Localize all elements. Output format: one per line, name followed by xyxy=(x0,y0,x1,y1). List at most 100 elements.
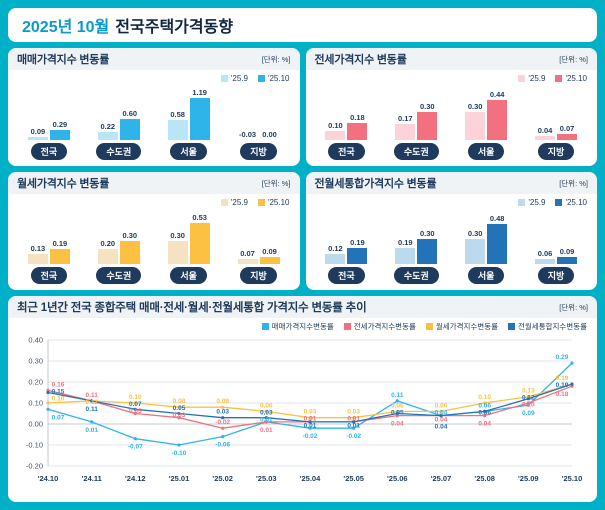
bar xyxy=(487,99,508,140)
legend-item: 전세가격지수변동률 xyxy=(343,321,416,332)
category-cell: 지방 xyxy=(224,143,294,160)
unit-label: [단위: %] xyxy=(559,302,588,312)
category-badge: 지방 xyxy=(240,143,277,160)
data-point-label: 0.03 xyxy=(260,409,273,416)
bar xyxy=(465,112,486,140)
legend: '25.9 '25.10 xyxy=(306,70,598,84)
bar-column: 0.19 xyxy=(49,239,70,264)
panel-title: 월세가격지수 변동률 xyxy=(17,178,110,190)
category-cell: 지방 xyxy=(521,143,591,160)
bar-column: 0.48 xyxy=(487,214,508,264)
bar-column: 0.00 xyxy=(260,130,280,140)
bar-group: 0.58 1.19 xyxy=(154,84,224,140)
data-point-label: 0.04 xyxy=(435,416,448,423)
x-axis-tick-label: '25.04 xyxy=(300,474,321,483)
data-point-marker xyxy=(133,437,137,441)
data-point-marker xyxy=(352,416,356,420)
y-axis-tick-label: 0.00 xyxy=(28,420,43,429)
panel-jeonse-monthly-combined-index: 전월세통합가격지수 변동률 [단위: %] '25.9'25.10 0.12 0.… xyxy=(305,172,598,290)
data-point-marker xyxy=(46,401,50,405)
category-axis: 전국 수도권 서울 지방 xyxy=(8,140,300,166)
panel-jeonse-price-index: 전세가격지수 변동률 [단위: %] '25.9'25.10 0.10 0.18 0… xyxy=(305,48,598,166)
bar xyxy=(417,238,438,264)
bar-group: 0.12 0.19 xyxy=(312,208,382,264)
bar-group: 0.09 0.29 xyxy=(14,84,84,140)
title-text: 전국주택가격동향 xyxy=(115,19,234,36)
category-badge: 서울 xyxy=(170,267,207,284)
data-point-marker xyxy=(177,416,181,420)
panel-title: 전세가격지수 변동률 xyxy=(314,54,407,66)
unit-label: [단위: %] xyxy=(559,54,588,64)
data-point-label: -0.06 xyxy=(215,442,230,449)
bar-group: 0.22 0.60 xyxy=(84,84,154,140)
bar-column: 0.29 xyxy=(49,120,70,140)
data-point-label: 0.19 xyxy=(556,375,569,382)
data-point-label: 0.07 xyxy=(52,414,65,421)
bar xyxy=(395,248,416,264)
bar xyxy=(347,123,368,140)
bar-column: 0.30 xyxy=(417,229,438,264)
bar-chart: 0.09 0.29 0.22 0.60 0.58 1.19 -0.03 0.00 xyxy=(8,84,300,140)
data-point-label: 0.03 xyxy=(347,409,360,416)
bar xyxy=(535,259,556,264)
bar-column: 0.09 xyxy=(27,127,48,140)
bar-group: 0.20 0.30 xyxy=(84,208,154,264)
bar-column: 0.04 xyxy=(535,126,556,140)
legend-label: '25.9 xyxy=(528,198,546,207)
bar-column: 0.09 xyxy=(259,247,280,264)
legend: '25.9 '25.10 xyxy=(8,70,300,84)
y-axis-tick-label: 0.20 xyxy=(28,378,43,387)
bar-group: 0.17 0.30 xyxy=(381,84,451,140)
bar xyxy=(325,254,346,264)
data-point-marker xyxy=(308,426,312,430)
data-point-label: 0.01 xyxy=(260,416,273,423)
bar-column: 0.06 xyxy=(535,249,556,264)
data-point-label: 0.19 xyxy=(556,382,569,389)
legend-swatch xyxy=(518,75,526,82)
legend-label: '25.9 xyxy=(528,74,546,83)
legend-label: '25.10 xyxy=(565,74,587,83)
legend-item: '25.9 xyxy=(518,198,545,207)
data-point-label: 0.11 xyxy=(86,392,99,399)
bar-value-label: 0.07 xyxy=(559,123,575,133)
panel-title: 매매가격지수 변동률 xyxy=(17,54,110,66)
y-axis-tick-label: -0.20 xyxy=(26,462,43,471)
bar-chart-grid: 매매가격지수 변동률 [단위: %] '25.9'25.10 0.09 0.29 0… xyxy=(8,48,597,290)
bar-value-label: 0.07 xyxy=(240,248,255,258)
bar-group: 0.19 0.30 xyxy=(381,208,451,264)
category-axis: 전국 수도권 서울 지방 xyxy=(8,264,300,290)
data-point-label: 0.04 xyxy=(391,421,404,428)
y-axis-tick-label: 0.30 xyxy=(28,357,43,366)
data-point-marker xyxy=(395,399,399,403)
bar-column: 0.30 xyxy=(465,229,486,264)
data-point-marker xyxy=(352,426,356,430)
data-point-label: -0.02 xyxy=(215,419,230,426)
bar-column: 0.19 xyxy=(395,238,416,264)
bar-value-label: 0.13 xyxy=(30,244,46,253)
bar-chart: 0.10 0.18 0.17 0.30 0.30 0.44 0.04 0.07 xyxy=(306,84,598,140)
bar-group: 0.07 0.09 xyxy=(224,208,294,264)
bar xyxy=(49,129,70,140)
legend-item: '25.10 xyxy=(555,74,587,83)
legend-label: '25.10 xyxy=(267,74,290,83)
data-point-marker xyxy=(46,407,50,411)
bar-column: 0.07 xyxy=(557,123,578,140)
data-point-label: 0.08 xyxy=(173,398,186,405)
data-point-label: 0.10 xyxy=(129,394,142,401)
legend: '25.9 '25.10 xyxy=(306,194,598,208)
bar-value-label: 0.06 xyxy=(537,249,553,258)
legend-swatch xyxy=(220,75,228,82)
bar-value-label: 0.30 xyxy=(467,102,483,112)
bar xyxy=(465,238,486,264)
data-point-marker xyxy=(439,409,443,413)
data-point-label: 0.04 xyxy=(435,423,448,430)
data-point-label: 0.06 xyxy=(260,402,273,409)
bar-value-label: 0.04 xyxy=(537,126,553,136)
panel-monthly-rent-index: 월세가격지수 변동률 [단위: %] '25.9'25.10 0.13 0.19 0… xyxy=(8,172,300,290)
data-point-label: 0.08 xyxy=(216,398,229,405)
bar-group: 0.13 0.19 xyxy=(14,208,84,264)
bar-chart: 0.12 0.19 0.19 0.30 0.30 0.48 0.06 0.09 xyxy=(306,208,598,264)
bar-value-label: 0.09 xyxy=(559,246,575,256)
y-axis-tick-label: 0.40 xyxy=(28,336,43,345)
